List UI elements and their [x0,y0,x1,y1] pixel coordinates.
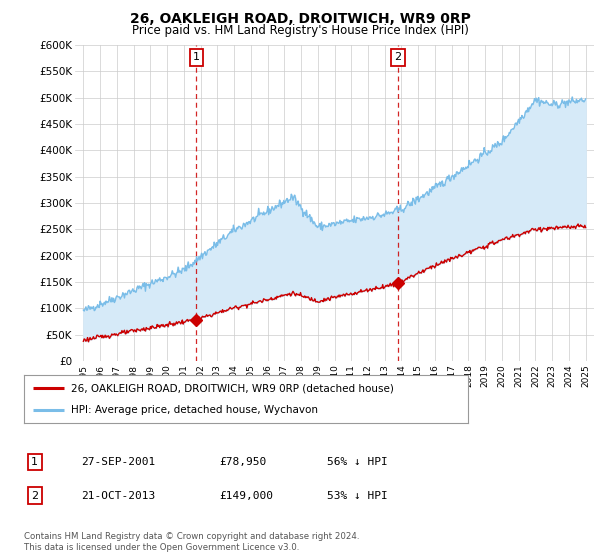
Text: 21-OCT-2013: 21-OCT-2013 [81,491,155,501]
Text: 26, OAKLEIGH ROAD, DROITWICH, WR9 0RP (detached house): 26, OAKLEIGH ROAD, DROITWICH, WR9 0RP (d… [71,383,394,393]
Text: £149,000: £149,000 [219,491,273,501]
Text: Price paid vs. HM Land Registry's House Price Index (HPI): Price paid vs. HM Land Registry's House … [131,24,469,37]
Text: £78,950: £78,950 [219,457,266,467]
Text: HPI: Average price, detached house, Wychavon: HPI: Average price, detached house, Wych… [71,405,317,415]
Text: 1: 1 [193,53,200,63]
Text: 2: 2 [395,53,401,63]
Text: Contains HM Land Registry data © Crown copyright and database right 2024.
This d: Contains HM Land Registry data © Crown c… [24,532,359,552]
Text: 27-SEP-2001: 27-SEP-2001 [81,457,155,467]
Text: 56% ↓ HPI: 56% ↓ HPI [327,457,388,467]
Text: 2: 2 [31,491,38,501]
Text: 26, OAKLEIGH ROAD, DROITWICH, WR9 0RP: 26, OAKLEIGH ROAD, DROITWICH, WR9 0RP [130,12,470,26]
Text: 53% ↓ HPI: 53% ↓ HPI [327,491,388,501]
Text: 1: 1 [31,457,38,467]
